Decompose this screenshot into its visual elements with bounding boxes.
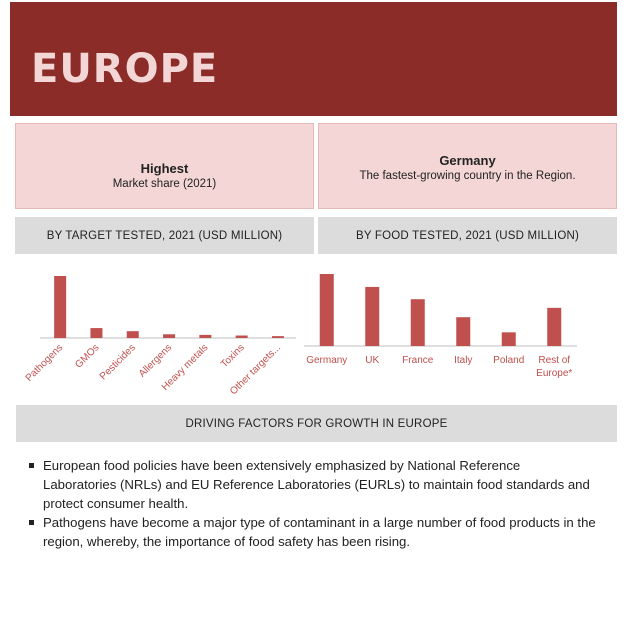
bullet-text: Pathogens have become a major type of co… [43, 515, 596, 549]
bar-toxins [235, 335, 248, 338]
bar-uk [365, 286, 380, 346]
bar-poland [501, 332, 516, 346]
x-tick-label: GMOs [73, 342, 101, 370]
card-subtext: The fastest-growing country in the Regio… [359, 170, 576, 182]
bullet-square-icon [29, 520, 34, 525]
card-heading: Highest [140, 161, 189, 176]
x-tick-label: Allergens [137, 342, 174, 379]
highlight-card-fastest-growing: Germany The fastest-growing country in t… [318, 123, 617, 209]
bar-france [410, 299, 425, 346]
card-heading: Germany [439, 153, 496, 168]
bar-other-targets- [271, 336, 284, 338]
x-tick-label: France [402, 355, 434, 366]
region-banner: EUROPE [10, 2, 617, 116]
bar-rest-of-europe- [547, 307, 562, 346]
x-tick-label: Poland [493, 355, 524, 366]
highlight-card-market-share: Highest Market share (2021) [15, 123, 314, 209]
food-tested-bar-chart: Germany UK France Italy Poland Rest of Europe* [304, 274, 577, 379]
bar-pesticides [126, 331, 139, 338]
bullet-text: European food policies have been extensi… [43, 458, 590, 511]
card-subtext: Market share (2021) [112, 178, 217, 190]
x-tick-label: Toxins [219, 342, 247, 370]
section-header-drivers: DRIVING FACTORS FOR GROWTH IN EUROPE [16, 405, 617, 442]
section-header-target: BY TARGET TESTED, 2021 (USD MILLION) [15, 217, 314, 254]
bar-pathogens [54, 276, 67, 338]
bullet-square-icon [29, 463, 34, 468]
bar-italy [456, 317, 471, 346]
x-tick-label: Rest of Europe* [536, 355, 572, 379]
bar-gmos [90, 328, 103, 338]
bar-allergens [163, 334, 176, 338]
x-tick-label: Pesticides [98, 342, 138, 382]
bar-heavy-metals [199, 334, 212, 338]
x-tick-label: UK [365, 355, 379, 366]
region-title: EUROPE [31, 46, 219, 92]
x-tick-label: Germany [306, 355, 347, 366]
bullet-item: Pathogens have become a major type of co… [27, 513, 597, 551]
section-header-food: BY FOOD TESTED, 2021 (USD MILLION) [318, 217, 617, 254]
x-tick-label: Pathogens [24, 342, 66, 384]
driver-bullet-list: European food policies have been extensi… [27, 456, 597, 551]
bullet-item: European food policies have been extensi… [27, 456, 597, 513]
x-tick-label: Italy [454, 355, 472, 366]
bar-germany [319, 274, 334, 346]
